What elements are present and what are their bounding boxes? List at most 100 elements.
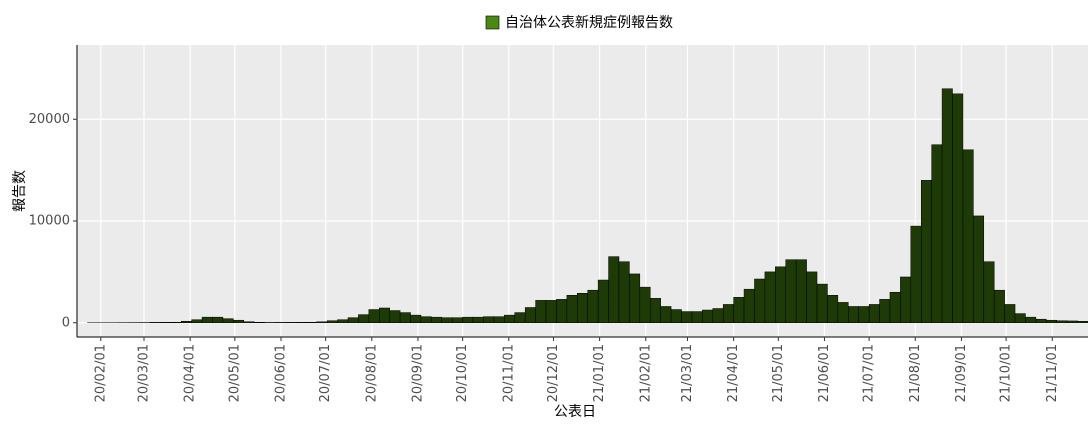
x-tick-label: 21/05/01 xyxy=(771,344,786,402)
x-axis-title: 公表日 xyxy=(554,404,596,420)
bar xyxy=(567,295,577,322)
bar xyxy=(921,180,931,322)
bar xyxy=(807,272,817,323)
x-tick-label: 21/09/01 xyxy=(954,344,969,402)
x-tick-label: 20/09/01 xyxy=(410,344,425,402)
bar xyxy=(1046,320,1056,323)
y-tick-label: 10000 xyxy=(29,214,70,229)
bar xyxy=(994,290,1004,323)
bar xyxy=(973,216,983,323)
bar xyxy=(483,317,493,323)
bar xyxy=(713,309,723,323)
bar xyxy=(233,320,243,323)
bar xyxy=(1078,321,1088,323)
bar xyxy=(744,289,754,323)
bar xyxy=(1057,321,1067,323)
bar xyxy=(619,262,629,323)
y-axis-title: 報告数 xyxy=(12,170,28,212)
bar xyxy=(953,94,963,323)
x-tick-label: 21/04/01 xyxy=(726,344,741,402)
x-tick-label: 20/10/01 xyxy=(455,344,470,402)
bar xyxy=(838,302,848,322)
bar xyxy=(1015,314,1025,323)
x-tick-label: 21/01/01 xyxy=(592,344,607,402)
bar xyxy=(1067,321,1077,323)
bar xyxy=(900,277,910,323)
bar xyxy=(244,322,254,323)
bar xyxy=(473,317,483,323)
bar xyxy=(546,300,556,322)
bar xyxy=(609,257,619,323)
bar xyxy=(358,315,368,323)
x-tick-label: 20/05/01 xyxy=(227,344,242,402)
bar xyxy=(379,308,389,323)
bar xyxy=(817,284,827,323)
bar xyxy=(650,298,660,322)
x-tick-label: 21/02/01 xyxy=(638,344,653,402)
bar xyxy=(421,317,431,323)
bar xyxy=(734,297,744,322)
x-tick-label: 20/03/01 xyxy=(137,344,152,402)
bar xyxy=(765,272,775,323)
bar xyxy=(390,311,400,323)
bar xyxy=(869,304,879,322)
bar xyxy=(682,312,692,323)
bar xyxy=(942,89,952,323)
bar xyxy=(494,317,504,323)
bar xyxy=(181,321,191,323)
bar xyxy=(984,262,994,323)
bar xyxy=(463,317,473,323)
bar xyxy=(192,320,202,323)
bar xyxy=(556,299,566,322)
bar xyxy=(880,299,890,322)
bar xyxy=(890,292,900,323)
bar xyxy=(254,322,264,323)
bar xyxy=(431,317,441,323)
bar xyxy=(411,315,421,323)
bar xyxy=(775,267,785,323)
x-tick-label: 20/08/01 xyxy=(364,344,379,402)
bar xyxy=(306,322,316,323)
x-tick-label: 20/04/01 xyxy=(183,344,198,402)
bar xyxy=(536,300,546,322)
bar xyxy=(629,274,639,323)
bar xyxy=(348,318,358,323)
legend-swatch xyxy=(486,16,499,29)
x-tick-label: 21/11/01 xyxy=(1045,344,1060,402)
x-tick-label: 21/03/01 xyxy=(680,344,695,402)
bar xyxy=(588,290,598,323)
bar xyxy=(338,320,348,323)
bar xyxy=(525,307,535,322)
bar xyxy=(577,293,587,323)
bar xyxy=(223,319,233,323)
x-tick-label: 20/02/01 xyxy=(93,344,108,402)
bar xyxy=(598,280,608,323)
x-tick-label: 21/07/01 xyxy=(862,344,877,402)
bar xyxy=(515,313,525,323)
bar xyxy=(827,295,837,322)
x-tick-label: 20/06/01 xyxy=(273,344,288,402)
y-tick-label: 0 xyxy=(62,315,70,330)
bar xyxy=(859,306,869,322)
bar xyxy=(702,310,712,323)
bar xyxy=(723,304,733,322)
bar xyxy=(212,317,222,323)
bar xyxy=(369,310,379,323)
x-tick-label: 20/07/01 xyxy=(318,344,333,402)
x-tick-label: 21/06/01 xyxy=(817,344,832,402)
x-tick-label: 20/12/01 xyxy=(546,344,561,402)
bar xyxy=(963,150,973,323)
bar xyxy=(442,318,452,323)
bar xyxy=(317,322,327,323)
bar xyxy=(671,310,681,323)
bar xyxy=(848,306,858,322)
bar xyxy=(504,315,514,323)
x-tick-label: 21/10/01 xyxy=(999,344,1014,402)
bar xyxy=(754,279,764,323)
bar xyxy=(400,313,410,323)
bar xyxy=(692,312,702,323)
bar xyxy=(202,317,212,323)
bar xyxy=(1025,317,1035,323)
x-tick-label: 21/08/01 xyxy=(908,344,923,402)
